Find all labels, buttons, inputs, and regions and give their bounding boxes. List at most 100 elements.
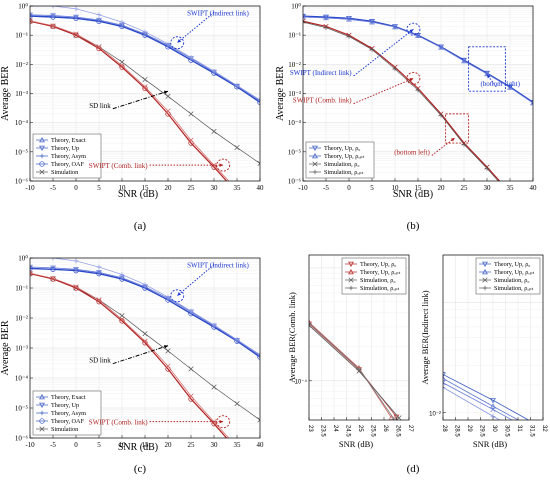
legend-entry: Theory, Up, ρ₀ [494, 261, 530, 268]
legend-marker [482, 268, 488, 275]
x-axis-label: SNR (dB) [473, 439, 507, 449]
data-point [309, 320, 312, 326]
data-point [96, 297, 102, 303]
data-point [461, 57, 467, 64]
series-group [309, 319, 402, 420]
y-tick-label: 10⁻⁶ [15, 435, 29, 443]
x-axis-label: SNR (dB) [118, 189, 158, 200]
y-tick-label: 10⁻⁵ [288, 148, 302, 156]
chart-panel-c: -10 -5 0 5 10 15 20 25 30 35 40 10⁻⁶ 10⁻⁵ 10⁻⁴ 10⁻³ 10⁻… [0, 255, 264, 454]
series-line [30, 267, 260, 358]
data-point [50, 258, 56, 261]
legend-entry: Simulation, ρ₀ [494, 277, 530, 284]
series-line [30, 15, 260, 103]
annotation: SWIPT (Comb. link) [89, 158, 231, 172]
annotation-arrow [431, 137, 456, 156]
y-tick-label: 10⁻² [429, 411, 441, 417]
data-point [303, 19, 306, 25]
annotation-arrow [353, 28, 414, 77]
data-point [484, 166, 490, 171]
annotation-arrow [112, 90, 169, 110]
legend-entry: Simulation, ρ₀ [324, 161, 360, 168]
chart-panel-d-comb: 23 23.5 24 24.5 25 25.5 26 26.5 27 10⁻⁴ SNR (dB) Av… [287, 254, 413, 449]
series-line [303, 21, 499, 181]
series-group [30, 6, 260, 181]
data-point [73, 267, 79, 274]
x-tick-label: 25 [188, 441, 196, 449]
y-tick-label: 10⁰ [18, 255, 28, 263]
chart-panel-a: -10 -5 0 5 10 15 20 25 30 35 40 10⁻⁶ 10⁻⁵ 10⁻⁴ 10⁻³ 10⁻… [0, 3, 264, 201]
data-point [508, 192, 513, 197]
data-point [142, 77, 148, 83]
data-point [30, 18, 33, 24]
x-tick-label: 30 [211, 184, 219, 192]
data-point [541, 441, 546, 446]
data-point [257, 160, 260, 166]
legend-marker [39, 153, 45, 159]
data-point [346, 34, 352, 39]
data-point [165, 41, 171, 47]
chart-panel-b: -10 -5 0 5 10 15 20 25 30 35 40 10⁻⁶ 10⁻⁵ 10⁻⁴ 10⁻³ 10⁻… [275, 3, 537, 201]
data-point [392, 66, 398, 72]
data-point [73, 258, 79, 264]
x-tick-label: 20 [438, 184, 446, 192]
y-tick-label: 10⁻³ [288, 90, 301, 98]
data-point [119, 64, 125, 70]
y-axis-label: Average BER [0, 320, 11, 375]
x-tick-label: 23 [307, 425, 313, 432]
annotation-label: SD link [89, 357, 111, 365]
annotation-label: SWIPT (Indirect link) [187, 9, 249, 17]
annotation: SWIPT (Comb. link) [89, 415, 231, 429]
data-point [234, 337, 240, 342]
data-point [257, 353, 260, 359]
legend-marker [39, 161, 45, 167]
data-point [369, 19, 375, 25]
y-tick-label: 10⁰ [18, 3, 28, 11]
x-tick-label: 40 [257, 441, 265, 449]
data-point [443, 375, 446, 381]
legend-entry: Simulation, ρₒₚₜ [360, 285, 400, 292]
annotation-label: SWIPT (Comb. link) [293, 97, 352, 105]
annotation-arrow [176, 264, 215, 297]
x-tick-label: 30 [211, 441, 219, 449]
annotation: (bottom right) [468, 46, 521, 92]
y-tick-label: 10⁻¹ [288, 32, 301, 40]
legend-entry: Theory, Up, ρₒₚₜ [324, 153, 365, 160]
legend-entry: Theory, Asym [51, 153, 86, 160]
x-tick-label: -5 [323, 184, 329, 192]
y-tick-label: 10⁻³ [15, 90, 28, 98]
data-point [188, 308, 194, 314]
x-tick-label: 24.5 [345, 425, 351, 437]
legend-marker [348, 277, 354, 283]
arrow-head [409, 78, 414, 82]
legend-entry: Theory, Up [51, 145, 79, 152]
annotation-label: SWIPT (Indirect link) [187, 262, 249, 270]
data-point [188, 393, 194, 399]
legend-marker [482, 277, 488, 283]
data-point [119, 318, 125, 324]
annotation-arrow [353, 77, 414, 105]
data-point [50, 265, 56, 271]
data-point [391, 416, 397, 420]
y-tick-label: 10⁻¹ [15, 32, 28, 40]
data-point [211, 322, 217, 328]
annotation-label: SWIPT (Comb. link) [89, 162, 148, 170]
data-point [73, 284, 79, 290]
data-point [443, 385, 446, 390]
legend-entry: Theory, Up [51, 402, 79, 409]
x-tick-label: 15 [142, 441, 150, 449]
data-point [188, 137, 194, 143]
data-point [50, 266, 56, 272]
legend-marker [312, 152, 318, 159]
data-point [234, 145, 240, 151]
series-line [443, 378, 520, 420]
x-tick-label: 20 [165, 184, 173, 192]
legend-entry: Simulation, ρₒₚₜ [324, 169, 364, 176]
y-tick-label: 10⁻⁵ [15, 148, 29, 156]
annotation: SWIPT (Indirect link) [290, 22, 421, 77]
x-tick-label: 25 [461, 184, 469, 192]
panel-letter-d: (d) [407, 463, 420, 475]
data-point [142, 84, 148, 90]
data-point [30, 270, 33, 276]
